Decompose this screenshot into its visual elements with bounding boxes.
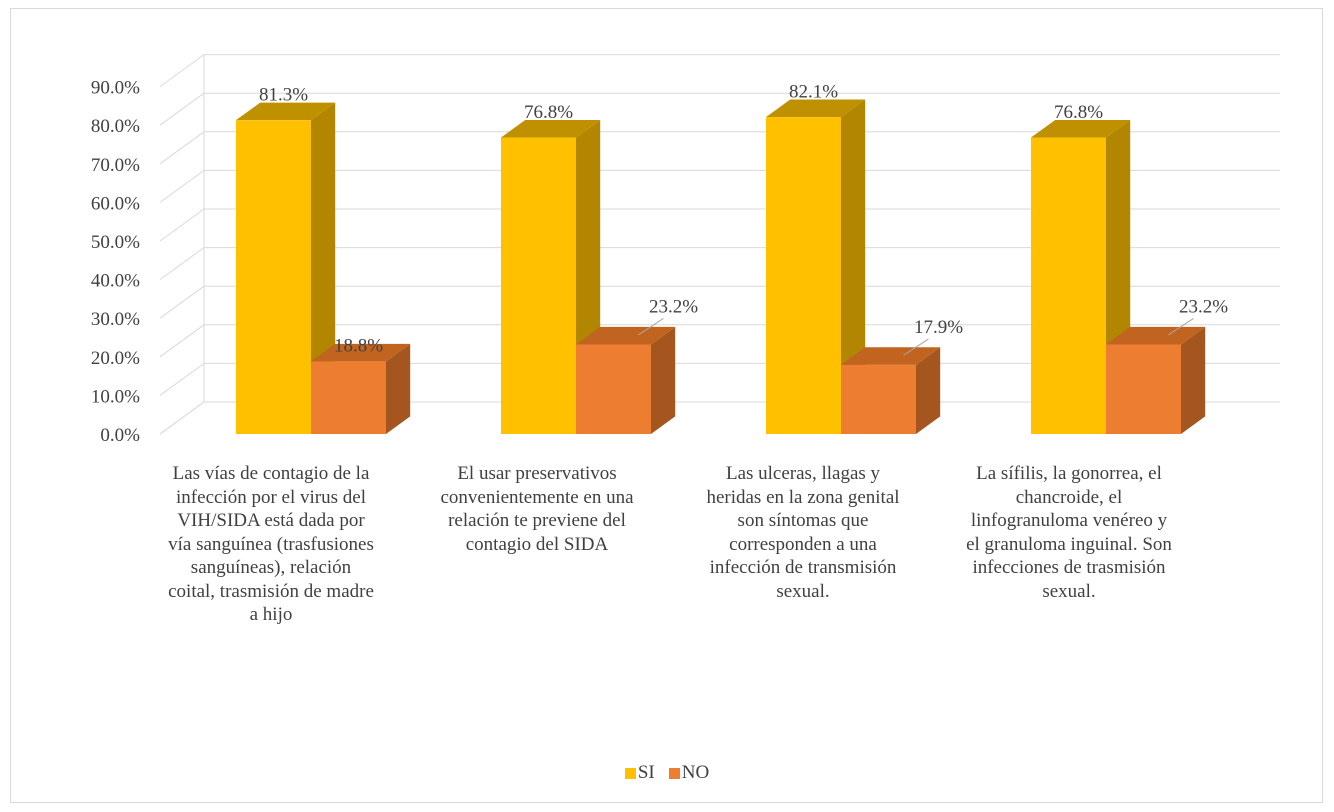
bar-side — [916, 347, 941, 434]
category-label-4: La sífilis, la gonorrea, el chancroide, … — [966, 463, 1172, 602]
gridline-diagonal — [159, 131, 205, 165]
y-tick-label: 50.0% — [91, 232, 140, 253]
bar-no-1 — [311, 343, 411, 434]
bar-top — [766, 99, 866, 118]
bar-top — [841, 347, 941, 365]
data-labels: 81.3% 18.8% 76.8% 23.2% 82.1% 17.9% 76.8% 23.2% — [259, 81, 1228, 356]
data-label-leader — [903, 338, 929, 356]
data-label: 76.8% — [524, 102, 573, 123]
category-label-1: Las vías de contagio de la infección por… — [168, 463, 374, 625]
bars — [236, 99, 1206, 435]
legend: SI NO — [0, 762, 1334, 784]
legend-item-no: NO — [668, 762, 710, 784]
bar-front — [576, 344, 651, 434]
legend-label-no: NO — [681, 762, 710, 783]
chart-frame — [10, 8, 1323, 803]
category-label-2: El usar preservativos convenientemente e… — [440, 463, 634, 555]
gridline-diagonal — [159, 285, 205, 319]
bar-no-4 — [1106, 326, 1206, 434]
data-label: 23.2% — [1179, 296, 1228, 317]
y-tick-label: 10.0% — [91, 386, 140, 407]
bar-side — [1181, 326, 1206, 434]
legend-item-si: SI — [624, 762, 655, 784]
y-tick-label: 60.0% — [91, 193, 140, 214]
gridline-diagonal — [159, 362, 205, 396]
data-label: 23.2% — [649, 296, 698, 317]
gridline-diagonal — [159, 54, 205, 88]
legend-swatch-si — [624, 767, 636, 779]
bar-si-3 — [766, 99, 866, 435]
bar-top — [501, 119, 601, 138]
gridline-diagonal — [159, 324, 205, 358]
y-tick-label: 90.0% — [91, 78, 140, 99]
data-label: 18.8% — [334, 335, 383, 356]
data-label: 76.8% — [1054, 102, 1103, 123]
data-label: 81.3% — [259, 85, 308, 106]
y-tick-label: 80.0% — [91, 116, 140, 137]
gridline-diagonal — [159, 208, 205, 242]
gridline-diagonal — [159, 401, 205, 435]
bar-top — [1106, 326, 1206, 345]
gridline-diagonal — [159, 247, 205, 281]
bar-front — [1106, 344, 1181, 434]
bar-top — [1031, 119, 1131, 138]
bar-side — [651, 326, 676, 434]
bar-no-3 — [841, 347, 941, 434]
y-tick-label: 30.0% — [91, 309, 140, 330]
bar-front — [501, 137, 576, 434]
bar-front — [1031, 137, 1106, 434]
bar-side — [841, 99, 866, 434]
y-axis-ticks: 0.0% 10.0% 20.0% 30.0% 40.0% 50.0% 60.0% 70.0% 8… — [91, 78, 140, 446]
data-label-leader — [1168, 318, 1194, 336]
data-label: 82.1% — [789, 81, 838, 102]
gridline-diagonal — [159, 169, 205, 203]
category-label-3: Las ulceras, llagas y heridas en la zona… — [706, 463, 900, 602]
y-tick-label: 20.0% — [91, 348, 140, 369]
data-label-leader — [638, 318, 664, 336]
bar-top — [576, 326, 676, 345]
legend-swatch-no — [668, 767, 680, 779]
legend-label-si: SI — [637, 762, 655, 783]
bar-si-2 — [501, 119, 601, 435]
data-label: 17.9% — [914, 317, 963, 338]
y-tick-label: 70.0% — [91, 155, 140, 176]
bar-front — [766, 117, 841, 435]
bar-top — [236, 102, 336, 121]
bar-no-2 — [576, 326, 676, 434]
bar-front — [841, 364, 916, 434]
bar-front — [311, 361, 386, 434]
y-tick-label: 0.0% — [100, 425, 140, 446]
y-tick-label: 40.0% — [91, 271, 140, 292]
gridline-diagonal — [159, 92, 205, 126]
bar-top — [311, 343, 411, 362]
bar-side — [386, 343, 411, 434]
bar-front — [236, 120, 311, 434]
